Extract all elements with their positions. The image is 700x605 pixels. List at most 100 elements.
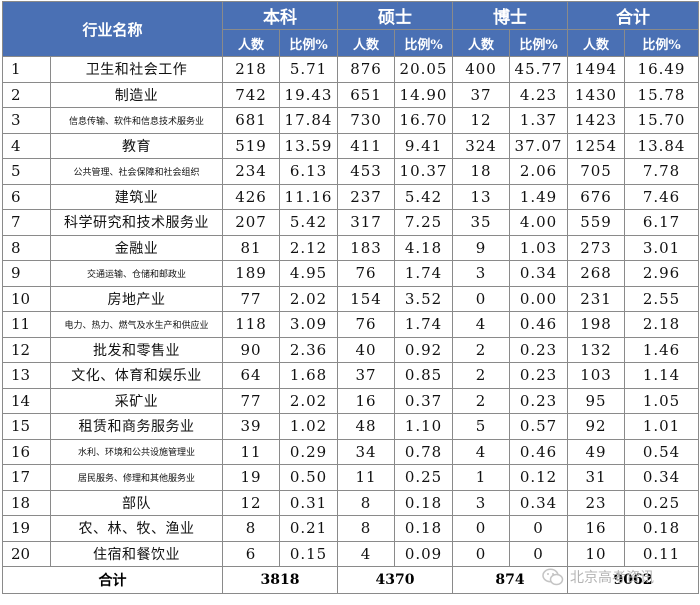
total-overall: 9062	[567, 566, 700, 594]
doctor-ratio: 0.23	[509, 336, 569, 363]
bachelor-count: 90	[222, 336, 281, 363]
bachelor-ratio: 1.68	[279, 362, 339, 389]
bachelor-ratio: 0.21	[279, 515, 339, 542]
industry-name: 农、林、牧、渔业	[49, 515, 224, 542]
total-count: 676	[567, 183, 626, 210]
row-index: 15	[2, 413, 51, 440]
doctor-ratio: 0.57	[509, 413, 569, 440]
master-count: 237	[337, 183, 396, 210]
doctor-ratio: 0.23	[509, 387, 569, 414]
total-ratio: 1.05	[624, 387, 700, 414]
bachelor-ratio: 17.84	[279, 107, 339, 134]
doctor-ratio: 45.77	[509, 56, 569, 83]
total-ratio: 0.11	[624, 540, 700, 567]
table-row: 13 文化、体育和娱乐业 64 1.68 37 0.85 2 0.23 103 1.14	[2, 362, 700, 389]
bachelor-count: 81	[222, 234, 281, 261]
total-count: 268	[567, 260, 626, 287]
row-index: 3	[2, 107, 51, 134]
bachelor-count: 39	[222, 413, 281, 440]
master-ratio: 0.37	[394, 387, 454, 414]
table-row: 9 交通运输、仓储和邮政业 189 4.95 76 1.74 3 0.34 268 2.96	[2, 260, 700, 287]
table-row: 11 电力、热力、燃气及水生产和供应业 118 3.09 76 1.74 4 0.46 198 2…	[2, 311, 700, 338]
industry-name: 科学研究和技术服务业	[49, 209, 224, 236]
bachelor-count: 12	[222, 489, 281, 516]
table-row: 16 水利、环境和公共设施管理业 11 0.29 34 0.78 4 0.46 49 0.54	[2, 438, 700, 465]
bachelor-ratio: 0.31	[279, 489, 339, 516]
doctor-count: 12	[452, 107, 511, 134]
bachelor-count: 519	[222, 132, 281, 159]
doctor-count: 0	[452, 515, 511, 542]
row-index: 20	[2, 540, 51, 567]
row-index: 8	[2, 234, 51, 261]
doctor-count: 2	[452, 362, 511, 389]
bachelor-count: 681	[222, 107, 281, 134]
industry-name: 金融业	[49, 234, 224, 261]
bachelor-ratio: 2.02	[279, 387, 339, 414]
bachelor-ratio: 2.02	[279, 285, 339, 312]
table-row: 19 农、林、牧、渔业 8 0.21 8 0.18 0 0 16 0.18	[2, 515, 700, 542]
header-row-groups: 行业名称 本科 硕士 博士 合计	[1, 1, 700, 57]
master-count: 8	[337, 489, 396, 516]
total-count: 559	[567, 209, 626, 236]
master-ratio: 14.90	[394, 81, 454, 108]
industry-name: 制造业	[49, 81, 224, 108]
master-ratio: 5.42	[394, 183, 454, 210]
table-row: 20 住宿和餐饮业 6 0.15 4 0.09 0 0 10 0.11	[2, 540, 700, 567]
doctor-ratio: 0.34	[509, 260, 569, 287]
row-index: 19	[2, 515, 51, 542]
bachelor-ratio: 0.29	[279, 438, 339, 465]
ratio-header: 比例%	[509, 29, 569, 57]
master-ratio: 0.85	[394, 362, 454, 389]
row-index: 11	[2, 311, 51, 338]
master-count: 411	[337, 132, 396, 159]
doctor-count: 1	[452, 464, 511, 491]
total-ratio: 15.70	[624, 107, 700, 134]
employment-industry-table: 行业名称 本科 硕士 博士 合计 人数 比例% 人数 比例% 人数 比例% 人数…	[1, 1, 700, 594]
group-header-master: 硕士	[337, 1, 454, 30]
master-count: 183	[337, 234, 396, 261]
table-row: 1 卫生和社会工作 218 5.71 876 20.05 400 45.77 1494 16.49	[2, 56, 700, 83]
bachelor-ratio: 11.16	[279, 183, 339, 210]
doctor-ratio: 0.46	[509, 311, 569, 338]
table-row: 7 科学研究和技术服务业 207 5.42 317 7.25 35 4.00 559 6.17	[2, 209, 700, 236]
bachelor-count: 189	[222, 260, 281, 287]
doctor-ratio: 0.34	[509, 489, 569, 516]
doctor-ratio: 0	[509, 515, 569, 542]
ratio-header: 比例%	[624, 29, 700, 57]
wechat-icon	[542, 568, 564, 586]
bachelor-count: 118	[222, 311, 281, 338]
doctor-ratio: 0.00	[509, 285, 569, 312]
total-count: 31	[567, 464, 626, 491]
ratio-header: 比例%	[279, 29, 339, 57]
total-count: 1430	[567, 81, 626, 108]
bachelor-ratio: 13.59	[279, 132, 339, 159]
master-count: 317	[337, 209, 396, 236]
industry-name: 电力、热力、燃气及水生产和供应业	[49, 311, 224, 338]
master-count: 4	[337, 540, 396, 567]
row-index: 6	[2, 183, 51, 210]
bachelor-ratio: 0.15	[279, 540, 339, 567]
doctor-count: 0	[452, 285, 511, 312]
row-index: 10	[2, 285, 51, 312]
industry-name: 建筑业	[49, 183, 224, 210]
bachelor-ratio: 5.71	[279, 56, 339, 83]
ratio-header: 比例%	[394, 29, 454, 57]
doctor-ratio: 0.46	[509, 438, 569, 465]
row-index: 4	[2, 132, 51, 159]
bachelor-ratio: 0.50	[279, 464, 339, 491]
master-ratio: 1.10	[394, 413, 454, 440]
bachelor-ratio: 2.36	[279, 336, 339, 363]
total-count: 10	[567, 540, 626, 567]
master-ratio: 0.18	[394, 489, 454, 516]
master-count: 8	[337, 515, 396, 542]
bachelor-count: 77	[222, 285, 281, 312]
total-ratio: 16.49	[624, 56, 700, 83]
master-count: 876	[337, 56, 396, 83]
doctor-ratio: 1.49	[509, 183, 569, 210]
table-row: 17 居民服务、修理和其他服务业 19 0.50 11 0.25 1 0.12 31 0.34	[2, 464, 700, 491]
table-row: 14 采矿业 77 2.02 16 0.37 2 0.23 95 1.05	[2, 387, 700, 414]
industry-name: 批发和零售业	[49, 336, 224, 363]
table-row: 10 房地产业 77 2.02 154 3.52 0 0.00 231 2.55	[2, 285, 700, 312]
count-header: 人数	[452, 29, 511, 57]
doctor-count: 9	[452, 234, 511, 261]
